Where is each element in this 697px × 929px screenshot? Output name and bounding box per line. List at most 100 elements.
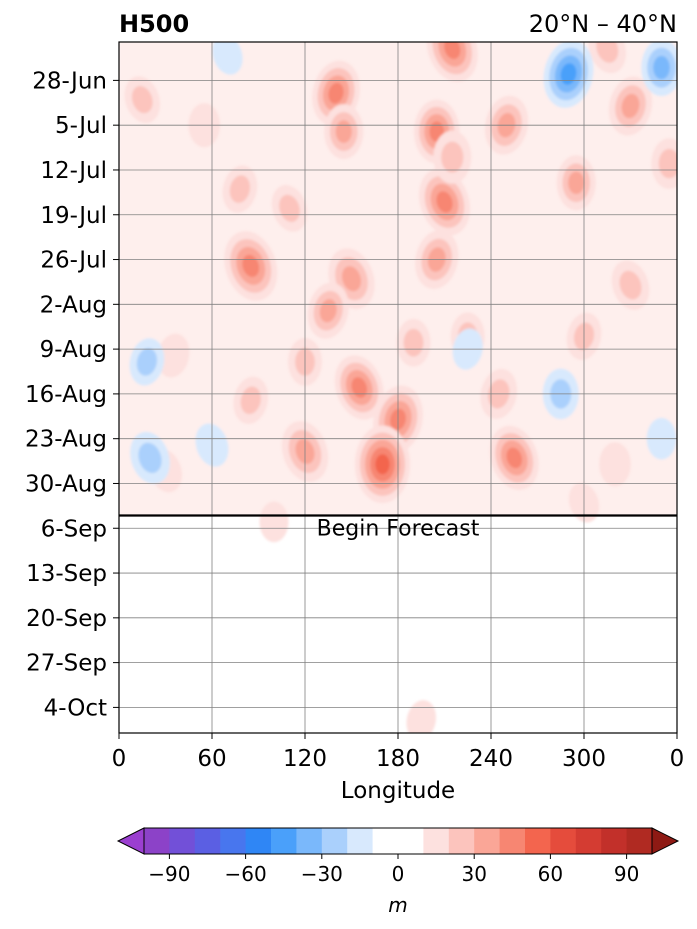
forecast-label: Begin Forecast — [317, 516, 480, 541]
anomaly-blob — [224, 231, 278, 301]
anomaly-contour-level — [568, 171, 585, 195]
anomaly-blob — [307, 282, 349, 339]
anomaly-blob — [396, 318, 431, 367]
anomaly-contour-level — [341, 266, 362, 292]
colorbar-tick-label: 0 — [392, 862, 405, 886]
y-tick-label: 20-Sep — [26, 606, 107, 632]
y-tick-label: 12-Jul — [40, 158, 107, 184]
anomaly-blob — [489, 425, 539, 490]
anomaly-blob — [406, 700, 437, 733]
anomaly-contour-level — [444, 42, 461, 60]
y-tick-label: 9-Aug — [40, 337, 107, 363]
chart-title: H500 — [119, 10, 189, 38]
anomaly-contour-level — [351, 377, 368, 398]
anomaly-blob — [556, 155, 596, 211]
x-tick-label: 60 — [197, 746, 226, 772]
anomaly-blob — [651, 138, 677, 189]
anomaly-contour-level — [242, 254, 260, 277]
colorbar-segment — [194, 828, 221, 854]
y-tick-label: 28-Jun — [32, 68, 107, 94]
y-tick-label: 26-Jul — [40, 248, 107, 274]
anomaly-contour-level — [157, 333, 190, 378]
colorbar-segment — [169, 828, 196, 854]
anomaly-contour-level — [131, 86, 153, 114]
anomaly-blob — [608, 76, 653, 136]
colorbar-over-arrow — [651, 827, 680, 855]
anomaly-blob — [334, 355, 384, 420]
chart-region-label: 20°N – 40°N — [529, 10, 677, 38]
colorbar-segment — [245, 828, 272, 854]
colorbar-segment — [423, 828, 450, 854]
colorbar-segment — [550, 828, 577, 854]
grid — [118, 42, 678, 733]
anomaly-blob — [233, 376, 269, 424]
colorbar-segment — [626, 828, 653, 854]
colorbar-tick-label: 30 — [461, 862, 486, 886]
anomaly-contour-level — [328, 82, 344, 104]
anomaly-contour-level — [621, 93, 640, 119]
colorbar-segment — [321, 828, 348, 854]
colorbar-tick-label: −30 — [301, 862, 343, 886]
anomaly-blob — [129, 338, 165, 386]
colorbar-tick-label: −60 — [224, 862, 266, 886]
anomaly-contour-level — [335, 120, 352, 143]
colorbar-segment — [474, 828, 501, 854]
y-tick-label: 30-Aug — [25, 471, 107, 497]
x-tick-label: 0 — [112, 746, 127, 772]
anomaly-blob — [641, 42, 677, 96]
y-tick-label: 13-Sep — [26, 561, 107, 587]
colorbar-segment — [575, 828, 602, 854]
y-tick-label: 23-Aug — [25, 427, 107, 453]
colorbar-label: m — [388, 893, 407, 917]
colorbar: −90 −60 −30 0 30 60 90 — [116, 827, 680, 886]
colorbar-segment — [448, 828, 475, 854]
anomaly-blob — [259, 501, 289, 543]
x-tick-label: 0 — [670, 746, 685, 772]
anomaly-blob — [611, 260, 650, 310]
anomaly-contour-level — [136, 348, 158, 376]
y-tick-label: 4-Oct — [44, 695, 107, 721]
anomaly-contour-level — [596, 42, 619, 63]
y-tick-label: 19-Jul — [40, 203, 107, 229]
y-tick-label: 5-Jul — [55, 113, 107, 139]
anomaly-contour-level — [599, 442, 631, 487]
anomaly-contour-level — [406, 700, 437, 733]
anomaly-contour-level — [506, 447, 523, 469]
y-tick-label: 6-Sep — [41, 516, 107, 542]
anomaly-contour-level — [619, 270, 642, 300]
x-tick-label: 240 — [469, 746, 513, 772]
x-tick-label: 180 — [376, 746, 420, 772]
anomaly-blob — [124, 76, 161, 123]
colorbar-segment — [601, 828, 628, 854]
anomaly-contour-level — [212, 42, 243, 75]
colorbar-segment — [347, 828, 374, 854]
colorbar-segment — [372, 828, 424, 854]
colorbar-segment — [271, 828, 297, 854]
anomaly-blob — [324, 104, 364, 160]
anomaly-contour-level — [138, 442, 162, 474]
colorbar-under-arrow — [116, 827, 145, 855]
colorbar-segment — [220, 828, 247, 854]
y-tick-label: 27-Sep — [26, 651, 107, 677]
anomaly-blob — [354, 425, 411, 504]
x-tick-label: 120 — [283, 746, 327, 772]
colorbar-segment — [499, 828, 526, 854]
anomaly-contour-level — [375, 454, 390, 475]
y-tick-label: 2-Aug — [40, 292, 107, 318]
anomaly-contour-level — [259, 501, 289, 543]
anomaly-contour-level — [240, 386, 261, 415]
anomaly-blob — [543, 42, 594, 108]
x-axis-label: Longitude — [341, 778, 455, 804]
colorbar-segment — [296, 828, 323, 854]
anomaly-contour-level — [560, 63, 577, 85]
anomaly-contour-level — [319, 299, 337, 323]
anomaly-blob — [426, 42, 478, 82]
colorbar-tick-label: −90 — [148, 862, 190, 886]
anomaly-contour-level — [436, 191, 453, 213]
anomaly-blob — [433, 130, 472, 184]
colorbar-tick-label: 60 — [538, 862, 563, 886]
anomaly-blob — [588, 42, 627, 74]
anomaly-contour-level — [403, 328, 424, 357]
anomaly-blob — [130, 431, 170, 484]
